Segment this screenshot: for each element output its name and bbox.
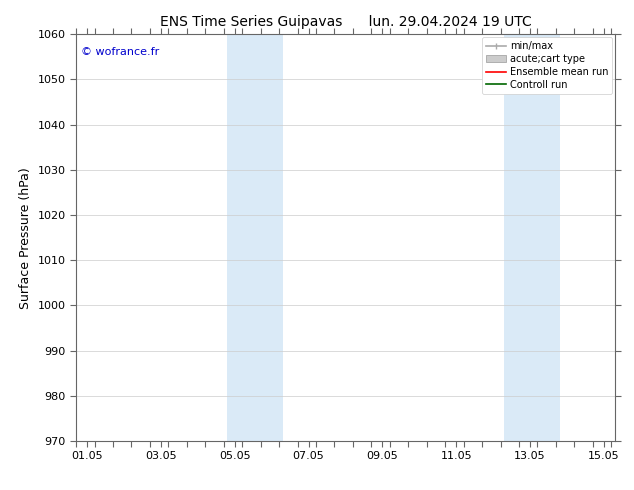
Legend: min/max, acute;cart type, Ensemble mean run, Controll run: min/max, acute;cart type, Ensemble mean … xyxy=(482,37,612,94)
Text: © wofrance.fr: © wofrance.fr xyxy=(81,47,160,56)
Bar xyxy=(504,34,560,441)
Bar xyxy=(228,34,283,441)
Title: ENS Time Series Guipavas      lun. 29.04.2024 19 UTC: ENS Time Series Guipavas lun. 29.04.2024… xyxy=(160,15,531,29)
Y-axis label: Surface Pressure (hPa): Surface Pressure (hPa) xyxy=(19,167,32,309)
